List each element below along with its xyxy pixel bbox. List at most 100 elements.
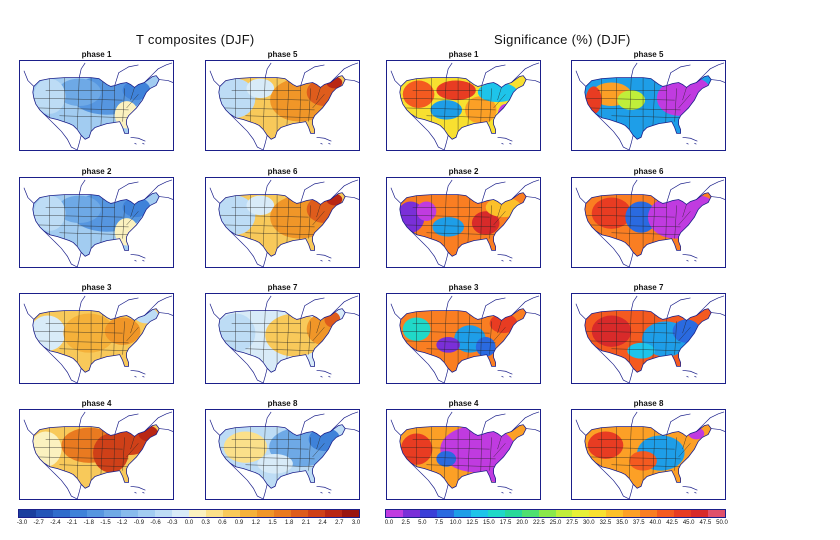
s-colorbar — [385, 509, 726, 518]
t-colorbar-tick-label: -0.6 — [150, 520, 161, 526]
s-panel-label: phase 6 — [633, 167, 664, 176]
t-colorbar-segment — [87, 510, 104, 517]
t-panel-label: phase 3 — [81, 283, 112, 292]
s-colorbar-tick-label: 32.5 — [599, 520, 612, 526]
t-map-panel — [205, 60, 360, 151]
t-colorbar-segment — [257, 510, 274, 517]
t-colorbar-segment — [325, 510, 342, 517]
t-colorbar-tick-label: 0.6 — [218, 520, 227, 526]
s-panel-label: phase 1 — [448, 50, 479, 59]
s-colorbar-segment — [572, 510, 590, 517]
t-colorbar-segment — [172, 510, 189, 517]
t-colorbar-segment — [308, 510, 325, 517]
s-colorbar-tick-label: 15.0 — [483, 520, 495, 526]
t-colorbar-tick-label: 2.7 — [335, 520, 344, 526]
s-colorbar-segment — [521, 510, 539, 517]
s-colorbar-tick-label: 30.0 — [582, 520, 595, 526]
t-colorbar-tick-label: -0.9 — [133, 520, 145, 526]
t-colorbar-segment — [240, 510, 257, 517]
t-colorbar-segment — [223, 510, 240, 517]
left-title: T composites (DJF) — [136, 32, 255, 47]
t-colorbar-tick-label: -0.3 — [167, 520, 178, 526]
s-colorbar-tick-label: 17.5 — [499, 520, 512, 526]
s-colorbar-tick-label: 5.0 — [418, 520, 427, 526]
s-colorbar-segment — [402, 510, 420, 517]
t-map-panel — [19, 293, 174, 384]
t-panel-label: phase 1 — [81, 50, 112, 59]
s-colorbar-segment — [538, 510, 556, 517]
t-colorbar-tick-label: 1.2 — [251, 520, 260, 526]
t-colorbar-segment — [19, 510, 36, 517]
s-colorbar-segment — [504, 510, 522, 517]
s-colorbar-segment — [487, 510, 505, 517]
t-panel-label: phase 7 — [267, 283, 298, 292]
t-colorbar-tick-label: 2.1 — [301, 520, 311, 526]
s-colorbar-tick-label: 20.0 — [516, 520, 529, 526]
t-map-panel — [205, 293, 360, 384]
t-colorbar-tick-label: -3.0 — [16, 520, 28, 526]
t-colorbar-tick-label: -2.1 — [66, 520, 78, 526]
s-map-panel — [386, 409, 541, 500]
t-colorbar-tick-label: -1.5 — [100, 520, 111, 526]
t-map-panel — [205, 409, 360, 500]
t-colorbar-segment — [155, 510, 172, 517]
s-panel-label: phase 8 — [633, 399, 664, 408]
s-colorbar-tick-label: 0.0 — [384, 520, 394, 526]
t-colorbar — [18, 509, 360, 518]
t-map-panel — [19, 60, 174, 151]
s-colorbar-segment — [623, 510, 641, 517]
t-map-panel — [19, 409, 174, 500]
t-colorbar-tick-label: 0.9 — [234, 520, 244, 526]
s-colorbar-tick-label: 50.0 — [716, 520, 728, 526]
t-colorbar-segment — [138, 510, 155, 517]
s-colorbar-tick-label: 45.0 — [682, 520, 695, 526]
s-colorbar-segment — [470, 510, 488, 517]
s-panel-label: phase 7 — [633, 283, 664, 292]
t-map-panel — [205, 177, 360, 268]
s-panel-label: phase 4 — [448, 399, 479, 408]
t-colorbar-tick-label: -2.7 — [33, 520, 44, 526]
right-title: Significance (%) (DJF) — [494, 32, 631, 47]
s-colorbar-segment — [589, 510, 607, 517]
s-colorbar-segment — [691, 510, 709, 517]
s-colorbar-tick-label: 10.0 — [449, 520, 462, 526]
s-map-panel — [571, 177, 726, 268]
t-panel-label: phase 2 — [81, 167, 112, 176]
t-colorbar-tick-label: 2.4 — [318, 520, 327, 526]
t-colorbar-tick-label: 1.5 — [268, 520, 277, 526]
s-colorbar-segment — [453, 510, 471, 517]
s-colorbar-segment — [436, 510, 454, 517]
t-panel-label: phase 5 — [267, 50, 298, 59]
s-map-panel — [386, 293, 541, 384]
s-colorbar-tick-label: 2.5 — [401, 520, 410, 526]
t-map-panel — [19, 177, 174, 268]
t-colorbar-tick-label: 3.0 — [351, 520, 361, 526]
s-colorbar-tick-label: 25.0 — [549, 520, 562, 526]
s-colorbar-tick-label: 37.5 — [632, 520, 645, 526]
t-colorbar-segment — [70, 510, 87, 517]
s-colorbar-tick-label: 7.5 — [434, 520, 444, 526]
s-panel-label: phase 5 — [633, 50, 664, 59]
t-panel-label: phase 6 — [267, 167, 298, 176]
t-panel-label: phase 8 — [267, 399, 298, 408]
s-colorbar-tick-label: 40.0 — [649, 520, 662, 526]
s-colorbar-tick-label: 47.5 — [699, 520, 712, 526]
s-colorbar-tick-label: 35.0 — [616, 520, 628, 526]
t-colorbar-tick-label: 0.0 — [184, 520, 194, 526]
s-colorbar-tick-label: 12.5 — [466, 520, 479, 526]
t-colorbar-segment — [189, 510, 206, 517]
s-panel-label: phase 2 — [448, 167, 479, 176]
s-map-panel — [571, 60, 726, 151]
s-colorbar-segment — [657, 510, 675, 517]
t-colorbar-segment — [291, 510, 308, 517]
t-colorbar-segment — [53, 510, 70, 517]
s-map-panel — [386, 60, 541, 151]
t-colorbar-tick-label: -1.8 — [83, 520, 94, 526]
t-colorbar-tick-label: -2.4 — [50, 520, 61, 526]
s-panel-label: phase 3 — [448, 283, 479, 292]
s-colorbar-segment — [555, 510, 573, 517]
t-colorbar-segment — [274, 510, 291, 517]
s-colorbar-segment — [386, 510, 403, 517]
t-colorbar-tick-label: 1.8 — [285, 520, 294, 526]
t-colorbar-segment — [121, 510, 138, 517]
